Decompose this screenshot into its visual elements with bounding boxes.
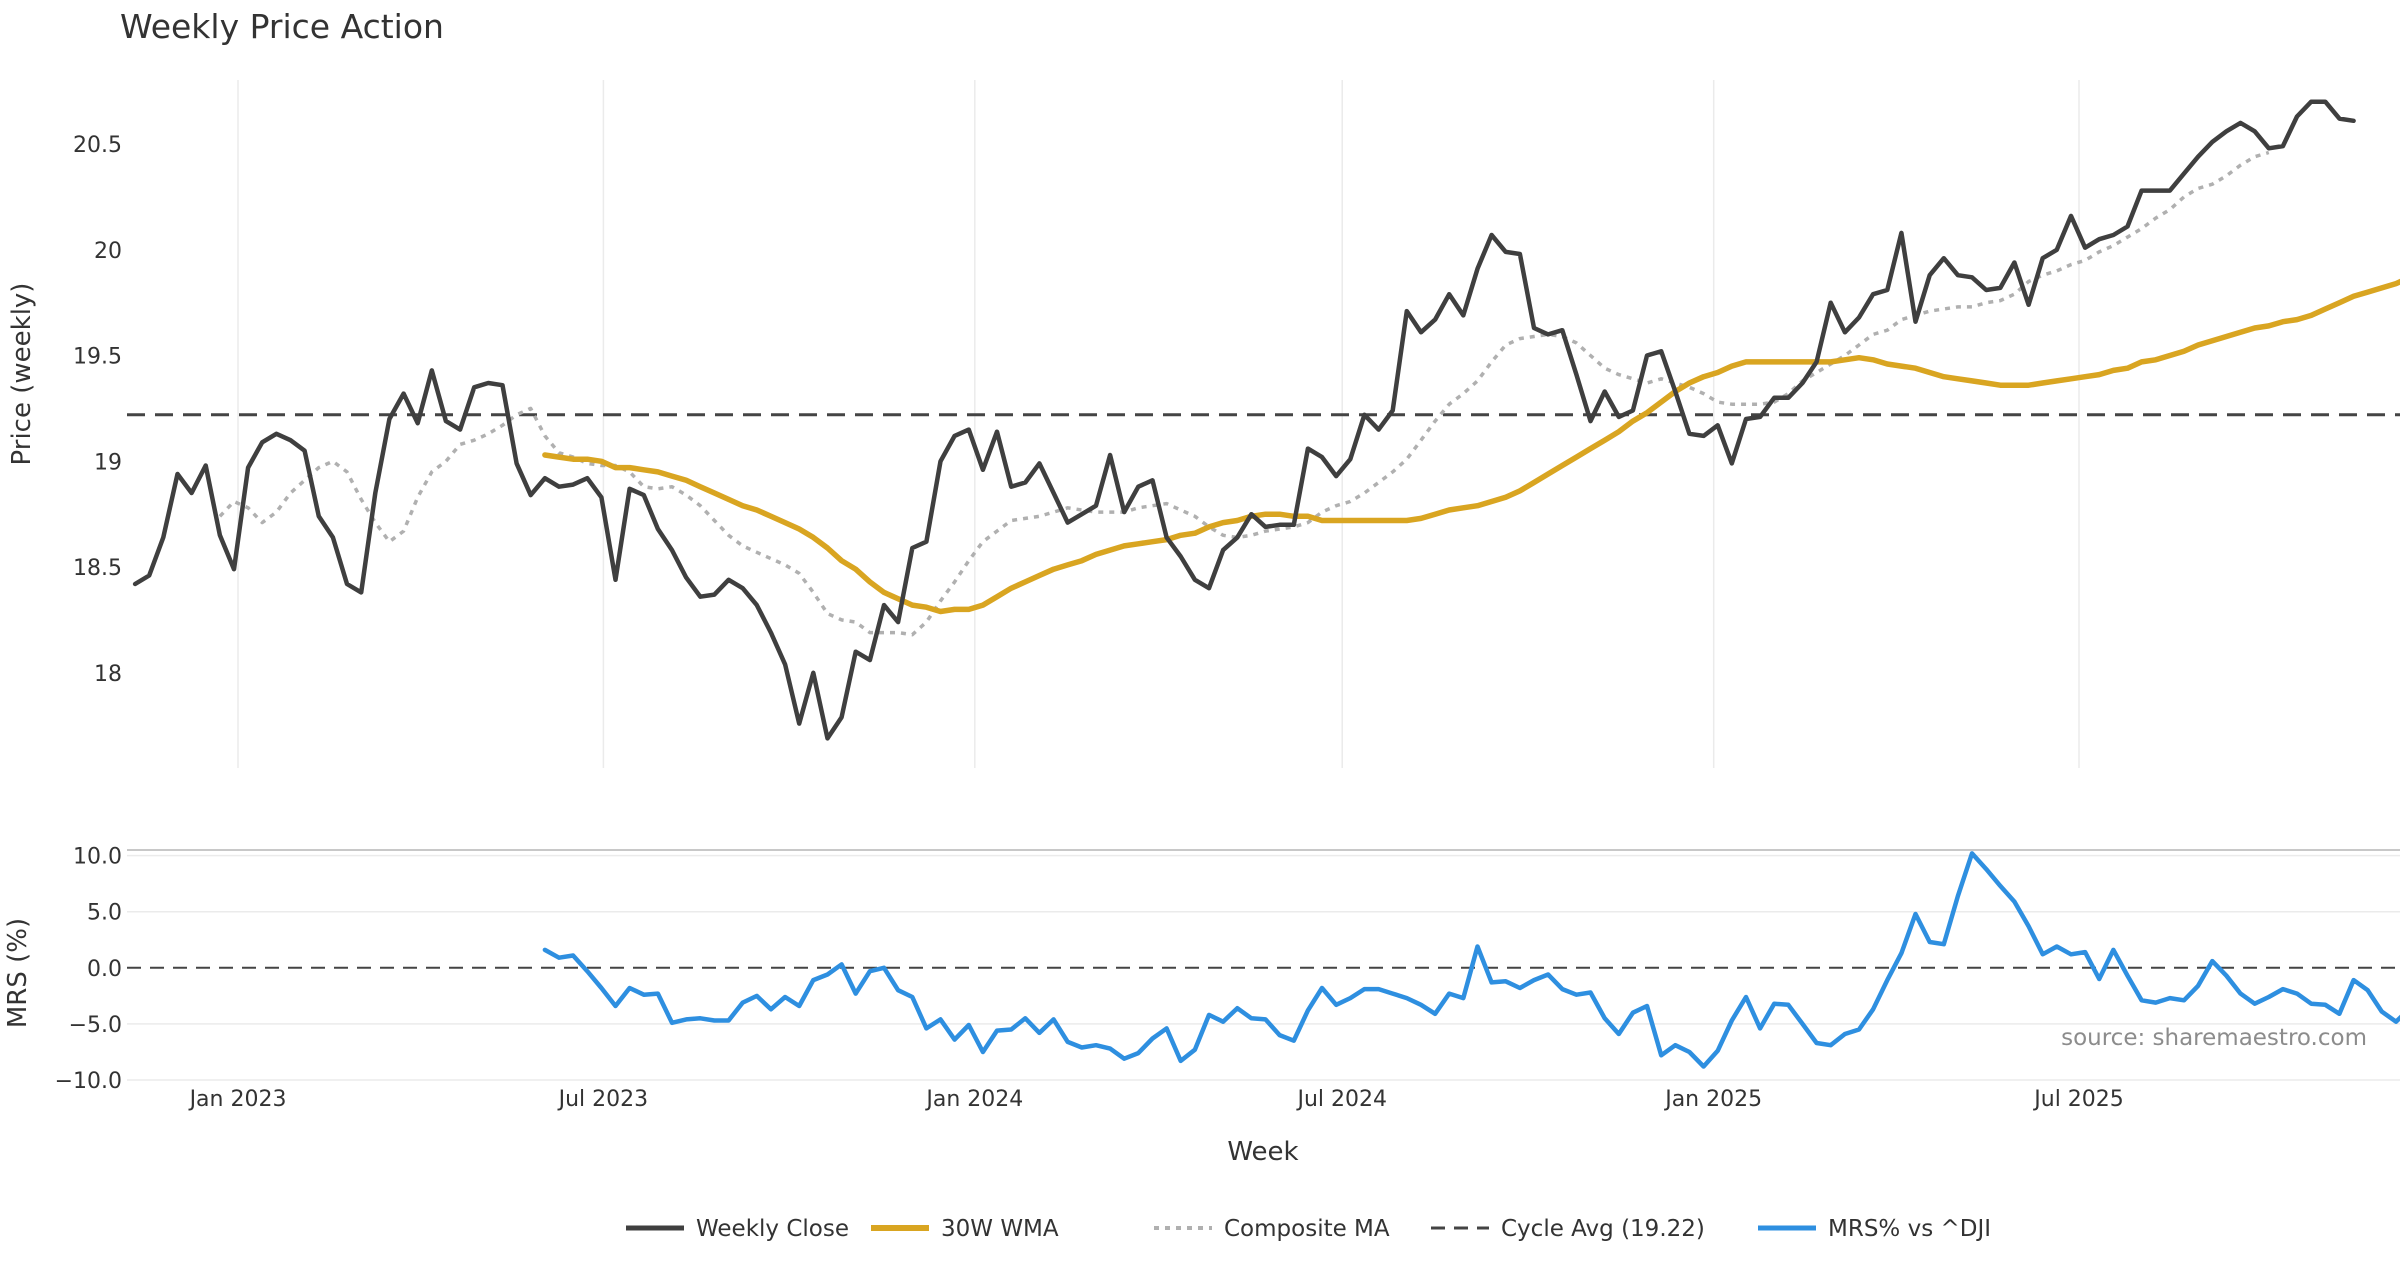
legend: Weekly Close 30W WMA Composite MA Cycle Avg… bbox=[626, 1216, 1991, 1242]
date-tick-label: Jan 2024 bbox=[924, 1087, 1023, 1112]
mrs-tick-label: 0.0 bbox=[87, 957, 122, 982]
price-panel-gridlines bbox=[237, 80, 2080, 768]
price-series-group bbox=[132, 99, 2400, 741]
mrs-tick-label: 10.0 bbox=[73, 845, 122, 870]
mrs-tick-label: 5.0 bbox=[87, 901, 122, 926]
price-tick-label: 19.5 bbox=[73, 345, 122, 370]
legend-label: Composite MA bbox=[1224, 1216, 1390, 1242]
mrs-axis-ticks: −10.0 −5.0 0.0 5.0 10.0 bbox=[55, 845, 122, 1094]
mrs-series-group bbox=[542, 851, 2400, 1069]
date-tick-label: Jul 2024 bbox=[1295, 1087, 1387, 1112]
date-tick-label: Jan 2023 bbox=[188, 1087, 287, 1112]
composite-ma-line bbox=[218, 150, 2270, 637]
mrs-line bbox=[542, 851, 2400, 1069]
mrs-tick-label: −5.0 bbox=[69, 1013, 122, 1038]
date-axis-ticks: Jan 2023 Jul 2023 Jan 2024 Jul 2024 Jan 2025… bbox=[188, 1087, 2124, 1112]
date-tick-label: Jul 2023 bbox=[557, 1087, 649, 1112]
x-axis-title: Week bbox=[1227, 1137, 1298, 1167]
date-tick-label: Jan 2025 bbox=[1663, 1087, 1762, 1112]
price-tick-label: 19 bbox=[94, 450, 122, 475]
legend-label: Cycle Avg (19.22) bbox=[1501, 1216, 1705, 1242]
date-tick-label: Jul 2025 bbox=[2032, 1087, 2124, 1112]
price-axis-ticks: 18 18.5 19 19.5 20 20.5 bbox=[73, 133, 122, 687]
mrs-axis-title: MRS (%) bbox=[3, 918, 33, 1028]
chart-title: Weekly Price Action bbox=[120, 7, 444, 46]
wma-30w-line bbox=[542, 278, 2400, 615]
legend-label: Weekly Close bbox=[696, 1216, 849, 1242]
price-tick-label: 18.5 bbox=[73, 556, 122, 581]
legend-label: 30W WMA bbox=[941, 1216, 1059, 1242]
price-tick-label: 20.5 bbox=[73, 133, 122, 158]
legend-label: MRS% vs ^DJI bbox=[1828, 1216, 1991, 1242]
price-axis-title: Price (weekly) bbox=[7, 283, 37, 466]
price-tick-label: 18 bbox=[94, 662, 122, 687]
mrs-tick-label: −10.0 bbox=[55, 1069, 122, 1094]
mrs-panel-gridlines bbox=[127, 849, 2400, 1081]
price-tick-label: 20 bbox=[94, 239, 122, 264]
weekly-close-line bbox=[132, 99, 2356, 741]
source-watermark: source: sharemaestro.com bbox=[2061, 1025, 2367, 1051]
